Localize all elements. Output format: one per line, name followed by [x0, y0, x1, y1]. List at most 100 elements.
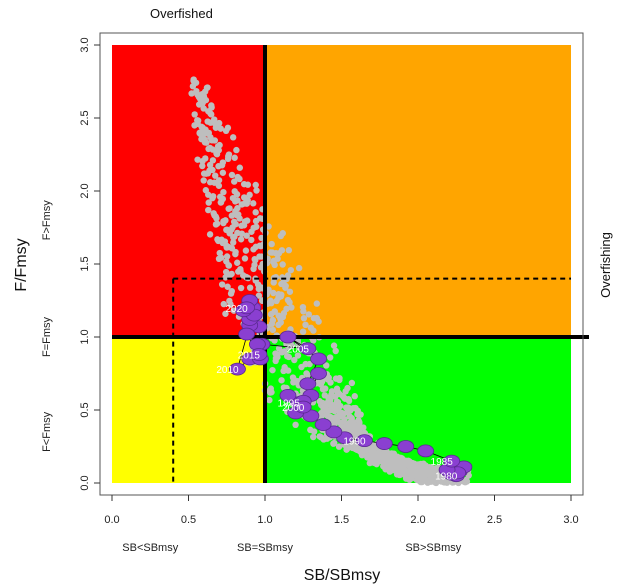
cloud-point: [270, 289, 277, 297]
cloud-point: [433, 465, 440, 472]
trajectory-point: [310, 367, 327, 380]
cloud-point: [204, 84, 211, 91]
cloud-point: [255, 292, 263, 299]
cloud-point: [219, 159, 227, 166]
cloud-point: [275, 321, 282, 329]
cloud-point: [439, 478, 447, 485]
cloud-point: [250, 265, 257, 273]
cloud-point: [222, 310, 229, 317]
cloud-point: [321, 403, 328, 410]
year-label-1990: 1990: [343, 437, 366, 448]
cloud-point: [279, 230, 286, 237]
cloud-point: [208, 104, 215, 111]
cloud-point: [211, 137, 219, 144]
trajectory-point: [310, 352, 327, 366]
trajectory-point: [229, 362, 246, 376]
cloud-point: [337, 402, 344, 410]
cloud-point: [246, 191, 253, 199]
cloud-point: [432, 472, 439, 480]
cloud-point: [275, 312, 282, 319]
y-tick-label: 1.0: [79, 329, 91, 344]
year-label-1985: 1985: [431, 457, 454, 468]
trajectory-point: [279, 388, 297, 402]
trajectory-point: [238, 301, 256, 315]
cloud-point: [203, 139, 210, 146]
cloud-point: [280, 310, 288, 317]
cloud-point: [241, 255, 249, 262]
cloud-point: [285, 353, 293, 361]
cloud-point: [393, 465, 400, 473]
cloud-point: [250, 200, 257, 207]
cloud-point: [234, 173, 241, 181]
cloud-point: [294, 337, 301, 344]
cloud-point: [275, 345, 283, 352]
year-label-2005: 2005: [287, 345, 310, 356]
y-region-labels: F<Fmsy F=Fmsy F>Fmsy: [41, 200, 53, 452]
cloud-point: [286, 299, 293, 306]
cloud-point: [304, 372, 312, 379]
cloud-point: [335, 443, 343, 450]
cloud-point: [196, 130, 203, 137]
trajectory-point: [299, 342, 317, 356]
cloud-point: [281, 348, 288, 355]
cloud-point: [231, 154, 238, 161]
cloud-point: [229, 224, 236, 231]
cloud-point: [242, 247, 250, 254]
cloud-point: [384, 453, 391, 460]
trajectory-point: [279, 330, 297, 344]
cloud-point: [324, 376, 331, 383]
cloud-point: [236, 164, 244, 171]
quadrant-overfished-and-overfishing: [112, 45, 265, 337]
cloud-point: [226, 205, 233, 212]
cloud-point: [321, 392, 328, 399]
cloud-point: [278, 377, 285, 384]
y-tick-label: 0.0: [79, 475, 91, 490]
cloud-point: [215, 163, 222, 170]
cloud-point: [211, 120, 218, 127]
cloud-point: [225, 261, 232, 269]
cloud-point: [256, 242, 264, 249]
cloud-point: [251, 255, 258, 263]
cloud-point: [219, 195, 227, 203]
cloud-point: [323, 362, 330, 369]
cloud-point: [224, 226, 231, 234]
cloud-point: [271, 308, 278, 315]
cloud-point: [227, 301, 234, 308]
cloud-point: [300, 314, 308, 322]
cloud-point: [241, 200, 248, 207]
trajectory-point: [397, 440, 415, 453]
cloud-point: [202, 155, 209, 162]
cloud-point: [333, 398, 341, 405]
cloud-point: [205, 199, 212, 206]
trajectory-point: [314, 418, 332, 432]
y-region-label: F>Fmsy: [41, 200, 53, 241]
cloud-point: [212, 172, 219, 179]
cloud-point: [310, 314, 318, 322]
cloud-point: [275, 291, 282, 298]
cloud-point: [190, 76, 197, 83]
cloud-point: [299, 328, 307, 335]
cloud-point: [205, 191, 212, 198]
cloud-point: [310, 327, 317, 334]
cloud-point: [238, 222, 245, 229]
cloud-point: [252, 217, 260, 225]
cloud-point: [220, 218, 227, 225]
cloud-point: [328, 391, 335, 398]
y-axis-title: F/Fmsy: [13, 238, 30, 291]
x-region-labels: SB<SBmsy SB=SBmsy SB>SBmsy: [122, 542, 461, 554]
cloud-point: [188, 90, 195, 97]
x-tick-label: 1.5: [334, 514, 349, 526]
x-region-label: SB>SBmsy: [405, 542, 461, 554]
cloud-point: [345, 397, 353, 405]
cloud-point: [333, 413, 340, 421]
cloud-point: [253, 223, 260, 230]
cloud-point: [379, 456, 387, 464]
cloud-point: [370, 454, 378, 461]
cloud-point: [218, 281, 226, 288]
cloud-point: [223, 253, 231, 260]
cloud-point: [310, 433, 317, 441]
year-label-2020: 2020: [226, 304, 249, 315]
y-tick-label: 2.0: [79, 183, 91, 198]
x-tick-label: 3.0: [563, 514, 578, 526]
